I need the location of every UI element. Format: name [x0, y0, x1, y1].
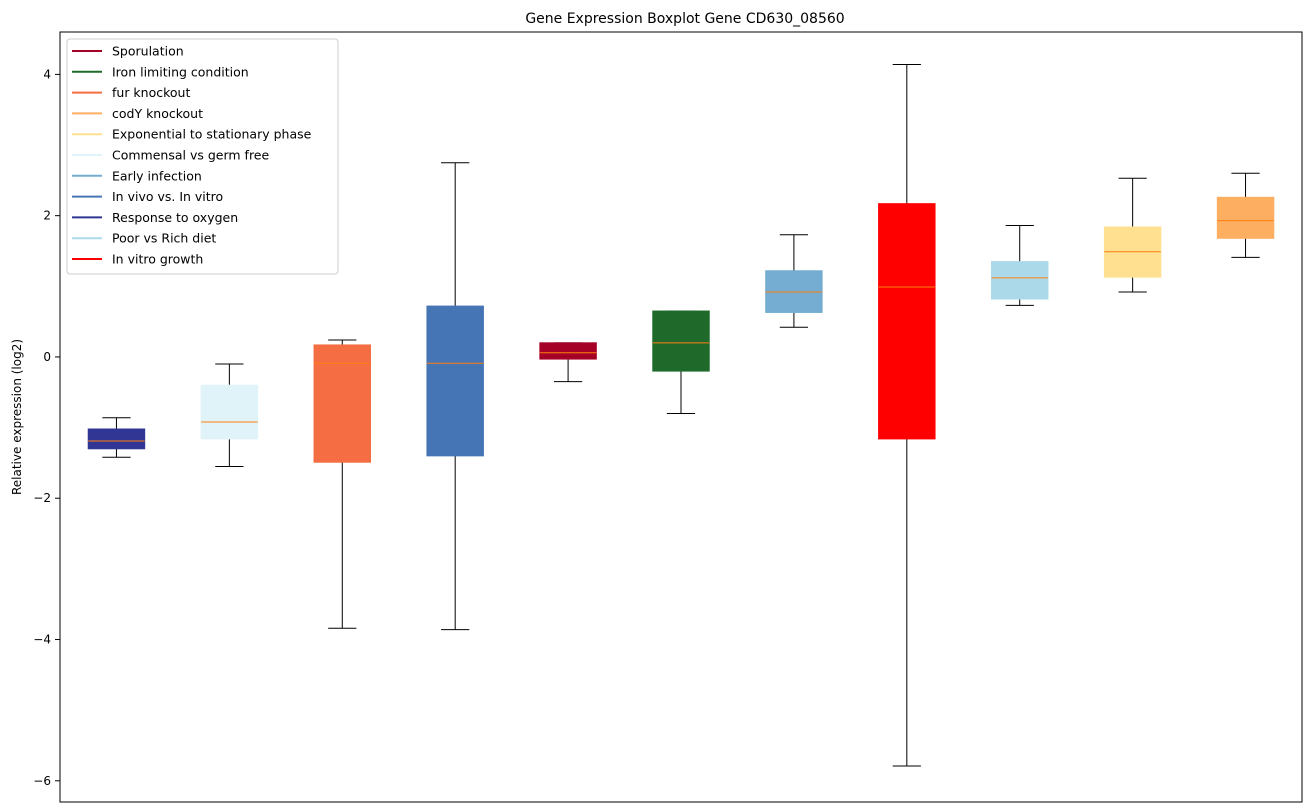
- box-cody-knockout: [1216, 172, 1275, 258]
- legend-label: Early infection: [112, 168, 202, 183]
- box-sporulation: [539, 342, 597, 383]
- box-commensal-vs-germ-free: [200, 363, 259, 467]
- legend-label: In vivo vs. In vitro: [112, 189, 223, 204]
- box-fur-knockout: [313, 339, 371, 629]
- box-in-vivo-vs-in-vitro: [426, 162, 484, 631]
- y-tick-label: 0: [43, 350, 51, 364]
- legend-label: Commensal vs germ free: [112, 148, 269, 163]
- legend-label: Exponential to stationary phase: [112, 127, 312, 142]
- box-response-to-oxygen: [87, 417, 146, 458]
- box-iqr: [200, 384, 259, 440]
- y-ticks: −6 −4 −2 0 2 4: [33, 67, 60, 788]
- legend-label: codY knockout: [112, 106, 203, 121]
- y-tick-label: −4: [33, 633, 51, 647]
- box-iqr: [313, 344, 371, 463]
- legend: Sporulation Iron limiting condition fur kn…: [66, 38, 339, 275]
- legend-label: Sporulation: [112, 44, 184, 59]
- legend-label: Poor vs Rich diet: [112, 231, 216, 246]
- legend-label: Response to oxygen: [112, 210, 238, 225]
- y-tick-label: 2: [43, 209, 51, 223]
- box-iqr: [991, 261, 1049, 300]
- y-tick-label: −6: [33, 774, 51, 788]
- legend-label: Iron limiting condition: [112, 64, 249, 79]
- legend-label: In vitro growth: [112, 252, 203, 267]
- legend-label: fur knockout: [112, 85, 190, 100]
- box-iqr: [1216, 196, 1275, 239]
- box-iron-limiting-condition: [652, 310, 710, 414]
- box-early-infection: [765, 234, 823, 328]
- box-in-vitro-growth: [878, 63, 936, 767]
- box-exponential-to-stationary-phase: [1103, 177, 1162, 293]
- y-tick-label: −2: [33, 491, 51, 505]
- plot-frame: [59, 31, 1303, 803]
- box-iqr: [426, 305, 484, 457]
- box-iqr: [87, 428, 146, 450]
- legend-frame: [66, 38, 339, 275]
- boxes-layer: [87, 63, 1275, 767]
- y-axis-label: Relative expression (log2): [10, 339, 24, 495]
- box-iqr: [878, 203, 936, 440]
- box-iqr: [652, 310, 710, 372]
- chart-title: Gene Expression Boxplot Gene CD630_08560: [525, 11, 844, 27]
- box-iqr: [539, 342, 597, 360]
- y-tick-label: 4: [43, 67, 51, 81]
- box-poor-vs-rich-diet: [991, 225, 1049, 306]
